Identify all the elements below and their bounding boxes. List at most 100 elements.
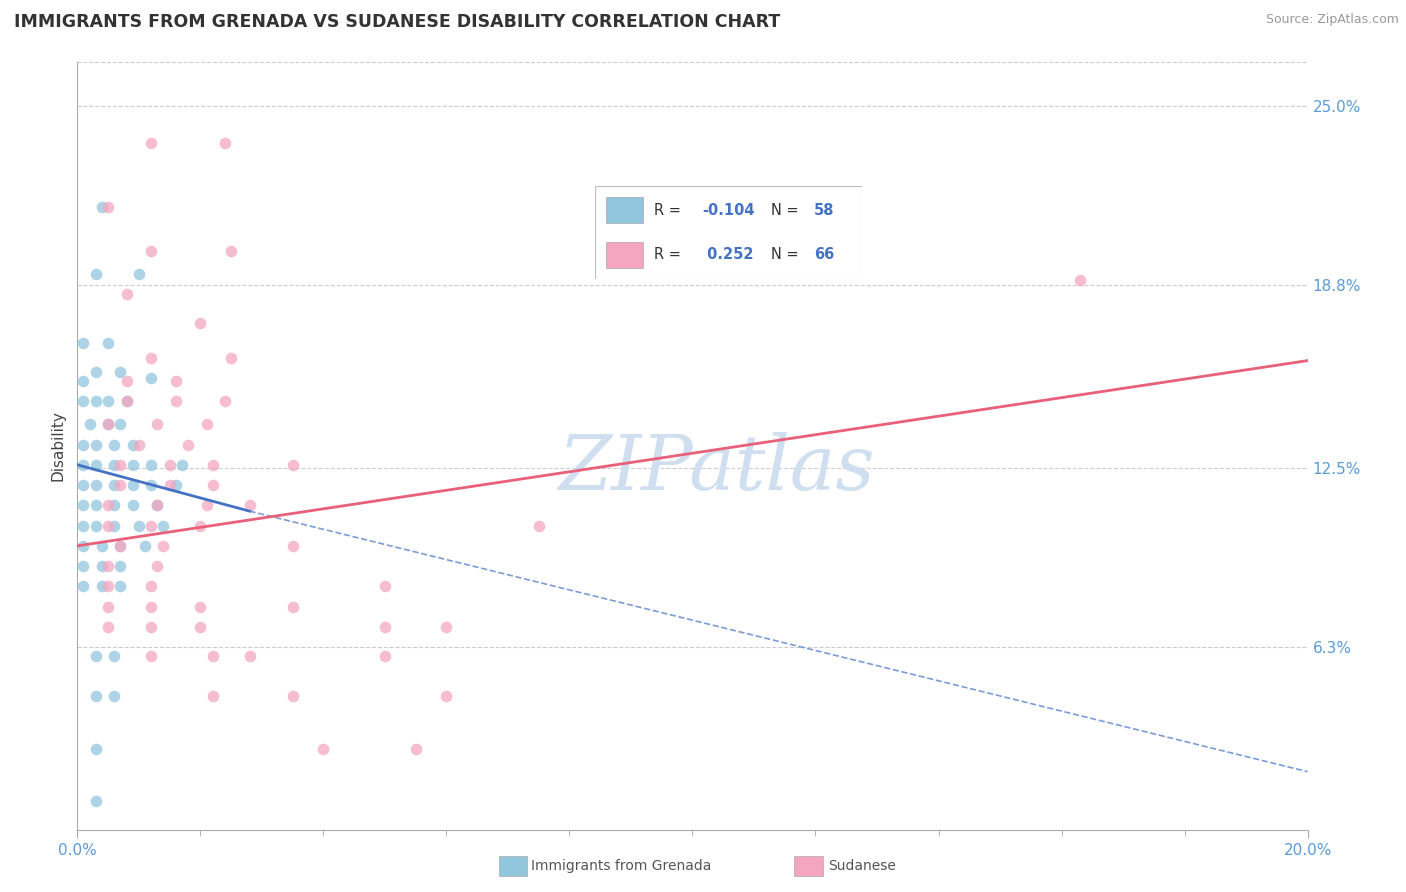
Text: 0.252: 0.252: [702, 247, 754, 262]
Point: [128, 518, 150, 533]
Point: [110, 458, 132, 472]
Point: [72, 458, 94, 472]
Point: [84, 394, 107, 409]
Text: 58: 58: [814, 202, 835, 218]
Point: [219, 244, 242, 258]
Point: [152, 539, 174, 553]
Point: [141, 136, 163, 151]
Point: [110, 579, 132, 593]
Point: [110, 539, 132, 553]
Point: [72, 437, 94, 451]
Point: [84, 499, 107, 513]
Point: [165, 394, 187, 409]
Text: Immigrants from Grenada: Immigrants from Grenada: [531, 859, 711, 873]
Point: [374, 648, 396, 663]
Point: [90, 200, 114, 214]
Point: [84, 648, 107, 663]
Point: [281, 690, 304, 704]
Point: [72, 478, 94, 492]
Point: [121, 499, 143, 513]
Text: N =: N =: [772, 247, 804, 262]
Text: 66: 66: [814, 247, 834, 262]
Point: [97, 599, 120, 614]
Text: R =: R =: [654, 247, 686, 262]
Point: [84, 365, 107, 379]
Point: [72, 336, 94, 351]
Point: [90, 539, 114, 553]
Point: [188, 518, 212, 533]
Point: [121, 458, 143, 472]
Point: [201, 478, 224, 492]
Text: -0.104: -0.104: [702, 202, 755, 218]
Point: [84, 794, 107, 808]
Point: [103, 499, 125, 513]
Point: [97, 417, 120, 432]
Point: [103, 690, 125, 704]
Point: [97, 518, 120, 533]
Text: N =: N =: [772, 202, 804, 218]
Point: [115, 394, 138, 409]
Point: [121, 478, 143, 492]
Point: [141, 579, 163, 593]
Point: [239, 499, 262, 513]
Point: [1069, 272, 1091, 286]
Point: [146, 559, 169, 574]
Point: [128, 267, 150, 281]
Point: [188, 316, 212, 330]
Point: [97, 394, 120, 409]
Point: [141, 458, 163, 472]
Point: [84, 478, 107, 492]
Point: [374, 620, 396, 634]
Point: [72, 539, 94, 553]
Point: [72, 518, 94, 533]
Point: [239, 648, 262, 663]
Point: [177, 437, 200, 451]
Point: [110, 559, 132, 574]
Point: [72, 374, 94, 388]
Point: [165, 374, 187, 388]
Point: [141, 620, 163, 634]
Point: [72, 394, 94, 409]
Point: [527, 518, 550, 533]
Point: [188, 620, 212, 634]
Point: [84, 267, 107, 281]
Point: [72, 579, 94, 593]
Point: [405, 741, 427, 756]
Point: [97, 559, 120, 574]
FancyBboxPatch shape: [606, 197, 644, 223]
Point: [436, 620, 458, 634]
Point: [121, 437, 143, 451]
Point: [90, 579, 114, 593]
Point: [97, 579, 120, 593]
Point: [146, 417, 169, 432]
Point: [72, 499, 94, 513]
Point: [97, 499, 120, 513]
Point: [115, 394, 138, 409]
Point: [97, 417, 120, 432]
Point: [141, 244, 163, 258]
Point: [195, 499, 218, 513]
Point: [219, 351, 242, 365]
Point: [90, 559, 114, 574]
Text: Sudanese: Sudanese: [828, 859, 896, 873]
Point: [72, 559, 94, 574]
Point: [103, 478, 125, 492]
Point: [97, 620, 120, 634]
Point: [115, 287, 138, 301]
Point: [141, 478, 163, 492]
Point: [165, 478, 187, 492]
Point: [128, 437, 150, 451]
Point: [110, 417, 132, 432]
Point: [141, 648, 163, 663]
Point: [281, 458, 304, 472]
Point: [195, 417, 218, 432]
Point: [84, 741, 107, 756]
FancyBboxPatch shape: [595, 186, 862, 278]
Point: [141, 518, 163, 533]
Y-axis label: Disability: Disability: [51, 410, 66, 482]
Point: [281, 539, 304, 553]
Point: [170, 458, 193, 472]
Point: [201, 648, 224, 663]
Point: [79, 417, 101, 432]
Point: [134, 539, 156, 553]
